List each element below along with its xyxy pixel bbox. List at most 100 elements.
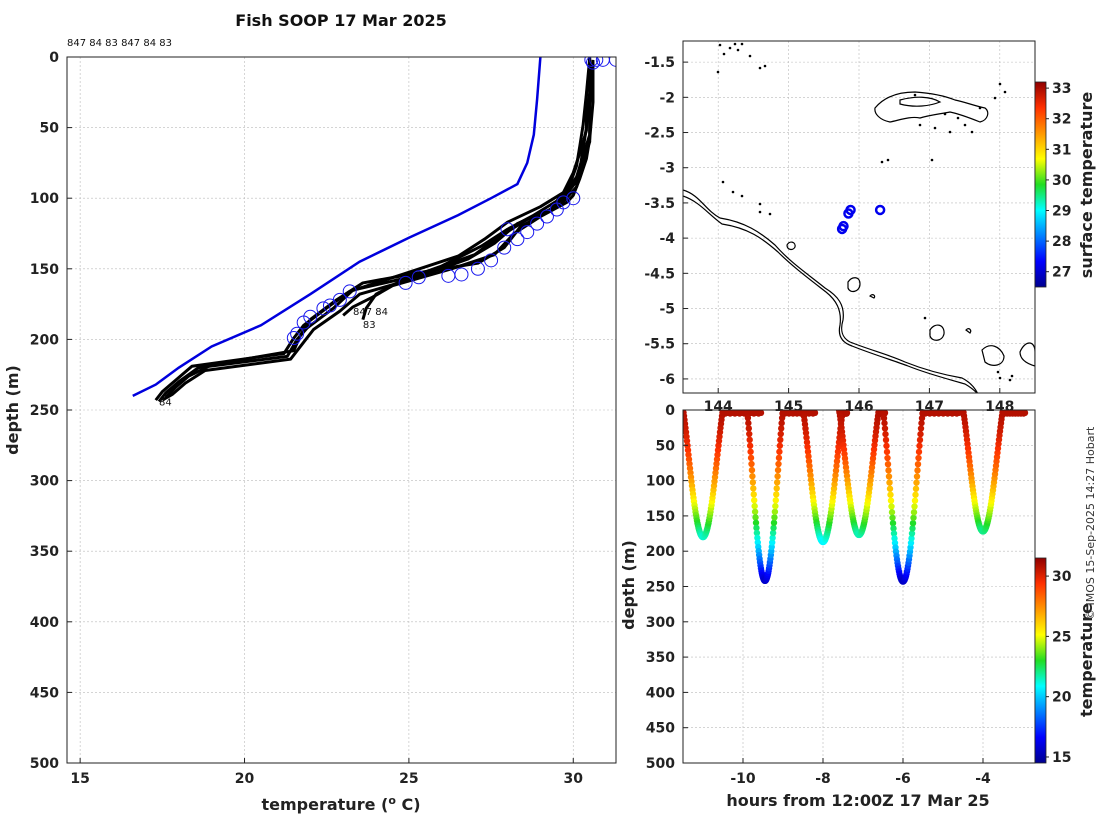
cast-point xyxy=(771,508,779,515)
small-island xyxy=(716,70,720,74)
island-small-2 xyxy=(965,328,972,334)
x-axis-label: temperature (o C) xyxy=(261,794,420,814)
cast-point xyxy=(777,430,784,438)
island-karkar xyxy=(847,277,861,293)
cast-point xyxy=(832,472,839,479)
lat-tick-label: -5.5 xyxy=(644,337,675,353)
plot-frame xyxy=(66,56,617,764)
small-island xyxy=(758,202,762,206)
cast-point xyxy=(769,539,776,546)
island-long xyxy=(929,324,945,341)
colorbar-label: surface temperature xyxy=(1077,92,1096,279)
small-island xyxy=(1003,90,1007,94)
cast-point xyxy=(835,443,842,451)
cast-point xyxy=(748,460,755,468)
y-tick-label: 100 xyxy=(30,191,59,207)
cast-point xyxy=(888,509,896,516)
profile-line xyxy=(361,58,592,321)
y-tick-label: 350 xyxy=(30,544,59,560)
cast-point xyxy=(907,539,915,547)
cast-point xyxy=(745,419,752,427)
colorbar-tick-label: 28 xyxy=(1052,234,1071,250)
y-tick-label: 0 xyxy=(49,50,59,66)
cast-point xyxy=(832,467,840,474)
lat-tick-label: -1.5 xyxy=(644,55,675,71)
colorbar-tick-label: 30 xyxy=(1052,569,1072,585)
cast-point xyxy=(751,502,758,510)
profile-end-marker xyxy=(497,240,512,255)
profile-end-marker xyxy=(286,330,301,345)
cast-point xyxy=(803,439,811,446)
small-island xyxy=(740,194,744,198)
small-island xyxy=(996,370,1000,374)
cast-point xyxy=(745,425,752,432)
island-umboi xyxy=(981,345,1005,366)
cast-point xyxy=(746,436,753,444)
small-island xyxy=(998,376,1002,380)
lat-tick-label: -6 xyxy=(659,372,675,388)
y-tick-label: 150 xyxy=(646,509,675,525)
cast-point xyxy=(751,497,758,504)
small-island xyxy=(763,64,767,68)
surface-temperature-colorbar: 27 28 29 30 31 32 33 surface temperature xyxy=(1034,81,1096,288)
cast-point xyxy=(833,462,840,470)
cast-point xyxy=(753,524,760,532)
cast-point xyxy=(753,529,761,537)
cast-point xyxy=(883,442,890,450)
cast-point xyxy=(1021,410,1029,417)
colorbar-tick-label: 29 xyxy=(1052,204,1071,220)
cast-point xyxy=(916,436,924,444)
cast-point xyxy=(749,473,756,480)
profile-end-marker xyxy=(539,209,554,224)
profile-end-marker xyxy=(500,222,515,237)
profile-end-marker xyxy=(589,57,604,67)
climatology-line xyxy=(132,57,542,398)
colorbar-ticks: 15 20 25 30 xyxy=(1046,569,1072,766)
coastline-mainland-inner xyxy=(683,195,978,393)
x-tick-label: 25 xyxy=(399,771,418,787)
profile-end-marker xyxy=(398,275,413,290)
cast-point xyxy=(776,448,783,455)
cast-point xyxy=(806,467,814,474)
small-island xyxy=(963,123,967,127)
lat-tick-label: -3.5 xyxy=(644,196,675,212)
cast-point xyxy=(746,442,754,449)
lat-tick-label: -2.5 xyxy=(644,126,675,142)
cast-point xyxy=(805,453,812,460)
cast-point xyxy=(884,460,892,468)
cast-point xyxy=(752,519,760,526)
cast-point xyxy=(911,503,918,510)
cast-point xyxy=(913,473,921,480)
y-tick-label: 50 xyxy=(40,121,60,137)
cast-point xyxy=(887,497,895,504)
cast-point xyxy=(882,430,889,438)
profile-id-label: 847 84 xyxy=(353,307,388,318)
cast-point xyxy=(889,519,897,527)
cast-point xyxy=(917,425,925,432)
cast-point xyxy=(912,491,919,498)
small-island xyxy=(930,158,934,162)
profile-end-marker xyxy=(520,225,535,240)
chart-title: Fish SOOP 17 Mar 2025 xyxy=(235,11,446,30)
cast-point xyxy=(804,443,811,451)
cast-point xyxy=(773,485,780,492)
lat-tick-label: -5 xyxy=(659,302,675,318)
profile-end-marker xyxy=(470,261,485,276)
cast-point xyxy=(778,419,785,427)
profile-end-marker xyxy=(290,326,305,341)
colorbar-label: temperature xyxy=(1077,603,1096,717)
profile-line xyxy=(164,63,595,399)
profile-line xyxy=(342,61,595,317)
colorbar-tick-label: 27 xyxy=(1052,265,1071,281)
watermark: © IMOS 15-Sep-2025 14:27 Hobart xyxy=(1084,426,1097,620)
cast-point xyxy=(885,473,893,480)
grid xyxy=(683,409,1035,764)
cast-point xyxy=(776,442,784,449)
island-new-ireland xyxy=(874,91,989,123)
profile-end-marker xyxy=(441,268,456,283)
small-island xyxy=(933,126,937,130)
profile-labels: 84 847 84 83 xyxy=(159,307,388,408)
y-tick-label: 300 xyxy=(30,474,59,490)
small-island xyxy=(721,180,725,184)
